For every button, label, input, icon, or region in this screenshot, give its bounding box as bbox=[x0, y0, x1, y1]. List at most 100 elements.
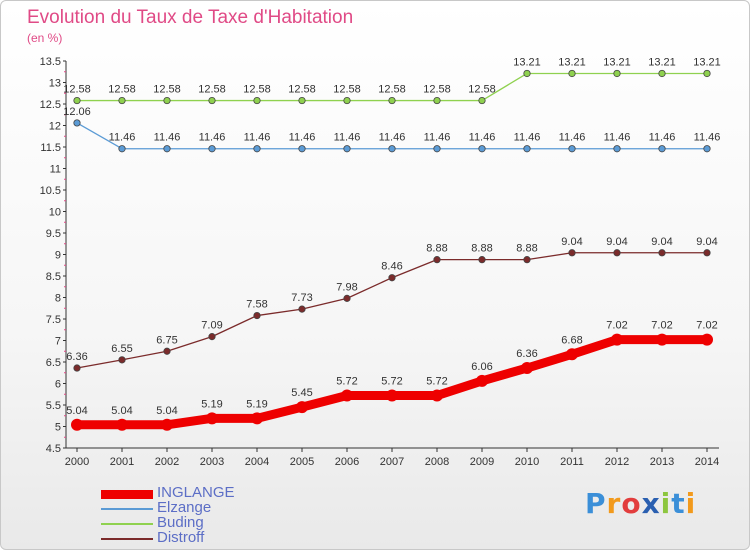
data-point-distroff bbox=[658, 249, 666, 257]
data-label-inglange: 5.19 bbox=[201, 398, 222, 410]
logo-letter: t bbox=[671, 487, 686, 520]
data-point-inglange bbox=[431, 389, 443, 402]
data-point-elzange bbox=[73, 119, 81, 127]
legend-item-buding: Buding bbox=[101, 514, 301, 531]
data-label-buding: 13.21 bbox=[558, 56, 586, 68]
data-point-buding bbox=[703, 69, 711, 78]
data-point-distroff bbox=[208, 333, 216, 341]
data-point-elzange bbox=[208, 145, 216, 153]
data-point-buding bbox=[298, 96, 306, 105]
legend-swatch-inglange bbox=[101, 490, 153, 499]
x-tick-label: 2004 bbox=[245, 456, 269, 468]
x-tick-label: 2000 bbox=[65, 456, 89, 468]
data-point-inglange bbox=[701, 333, 713, 346]
data-point-distroff bbox=[613, 249, 621, 257]
legend-item-elzange: Elzange bbox=[101, 499, 301, 516]
data-label-buding: 12.58 bbox=[108, 84, 136, 96]
data-label-inglange: 6.36 bbox=[516, 348, 537, 360]
data-point-buding bbox=[613, 69, 621, 78]
data-label-distroff: 9.04 bbox=[561, 236, 582, 248]
y-tick-label: 8.5 bbox=[46, 271, 61, 283]
data-label-distroff: 7.73 bbox=[291, 292, 312, 304]
data-label-elzange: 11.46 bbox=[244, 132, 271, 144]
data-label-distroff: 8.88 bbox=[426, 243, 447, 255]
data-label-distroff: 8.88 bbox=[471, 243, 492, 255]
data-label-buding: 13.21 bbox=[693, 56, 721, 68]
legend-label-distroff: Distroff bbox=[157, 529, 205, 546]
data-point-buding bbox=[343, 96, 351, 105]
data-point-inglange bbox=[611, 333, 623, 346]
data-label-inglange: 5.45 bbox=[291, 387, 312, 399]
data-label-elzange: 11.46 bbox=[649, 132, 676, 144]
x-tick-label: 2013 bbox=[650, 456, 674, 468]
y-tick-label: 12 bbox=[49, 121, 61, 133]
data-label-buding: 13.21 bbox=[603, 56, 631, 68]
y-tick-label: 7.5 bbox=[46, 314, 61, 326]
data-label-elzange: 11.46 bbox=[109, 132, 136, 144]
data-point-buding bbox=[433, 96, 441, 105]
data-point-elzange bbox=[658, 145, 666, 153]
data-point-inglange bbox=[251, 412, 263, 425]
data-point-distroff bbox=[163, 347, 171, 355]
y-tick-label: 11 bbox=[50, 164, 61, 176]
data-label-inglange: 5.04 bbox=[156, 405, 177, 417]
data-label-distroff: 6.75 bbox=[156, 334, 177, 346]
data-label-elzange: 12.06 bbox=[63, 106, 91, 118]
data-label-elzange: 11.46 bbox=[289, 132, 316, 144]
data-point-elzange bbox=[253, 145, 261, 153]
data-label-buding: 12.58 bbox=[198, 84, 226, 96]
x-tick-label: 2010 bbox=[515, 456, 539, 468]
data-point-distroff bbox=[523, 256, 531, 264]
x-tick-label: 2011 bbox=[560, 456, 584, 468]
data-point-elzange bbox=[613, 145, 621, 153]
data-point-inglange bbox=[656, 333, 668, 346]
y-tick-label: 12.5 bbox=[40, 99, 61, 111]
data-label-distroff: 8.46 bbox=[381, 261, 402, 273]
y-tick-label: 9.5 bbox=[46, 228, 61, 240]
x-tick-label: 2007 bbox=[380, 456, 404, 468]
y-tick-label: 10 bbox=[49, 207, 61, 219]
data-label-distroff: 9.04 bbox=[606, 236, 627, 248]
data-label-distroff: 6.55 bbox=[111, 343, 132, 355]
data-label-buding: 12.58 bbox=[468, 84, 496, 96]
data-point-inglange bbox=[341, 389, 353, 402]
data-point-buding bbox=[478, 96, 486, 105]
data-label-elzange: 11.46 bbox=[379, 132, 406, 144]
y-tick-label: 6.5 bbox=[46, 357, 61, 369]
legend-item-inglange: INGLANGE bbox=[101, 484, 301, 501]
data-label-inglange: 5.72 bbox=[336, 376, 357, 388]
data-label-elzange: 11.46 bbox=[694, 132, 721, 144]
data-point-elzange bbox=[118, 145, 126, 153]
data-label-buding: 13.21 bbox=[513, 56, 541, 68]
data-point-elzange bbox=[343, 145, 351, 153]
y-tick-label: 10.5 bbox=[40, 185, 61, 197]
data-label-buding: 13.21 bbox=[648, 56, 676, 68]
x-tick-label: 2001 bbox=[110, 456, 134, 468]
chart-title: Evolution du Taux de Taxe d'Habitation bbox=[27, 7, 354, 28]
data-label-inglange: 5.72 bbox=[426, 376, 447, 388]
data-point-buding bbox=[253, 96, 261, 105]
data-label-inglange: 5.04 bbox=[111, 405, 132, 417]
data-point-buding bbox=[388, 96, 396, 105]
data-point-distroff bbox=[298, 305, 306, 313]
data-label-buding: 12.58 bbox=[63, 84, 91, 96]
data-label-elzange: 11.46 bbox=[199, 132, 226, 144]
data-point-distroff bbox=[568, 249, 576, 257]
data-point-inglange bbox=[116, 418, 128, 431]
data-point-distroff bbox=[253, 311, 261, 320]
data-label-buding: 12.58 bbox=[423, 84, 451, 96]
data-label-elzange: 11.46 bbox=[559, 132, 586, 144]
data-label-elzange: 11.46 bbox=[334, 132, 361, 144]
data-label-distroff: 7.58 bbox=[246, 299, 267, 311]
data-label-elzange: 11.46 bbox=[514, 132, 541, 144]
data-point-elzange bbox=[433, 145, 441, 153]
data-point-distroff bbox=[703, 249, 711, 257]
data-label-inglange: 6.68 bbox=[561, 334, 582, 346]
data-point-elzange bbox=[523, 145, 531, 153]
data-point-elzange bbox=[703, 145, 711, 153]
y-tick-label: 8 bbox=[55, 293, 61, 305]
chart-subtitle: (en %) bbox=[27, 31, 63, 45]
data-point-elzange bbox=[568, 145, 576, 153]
data-label-buding: 12.58 bbox=[333, 84, 361, 96]
